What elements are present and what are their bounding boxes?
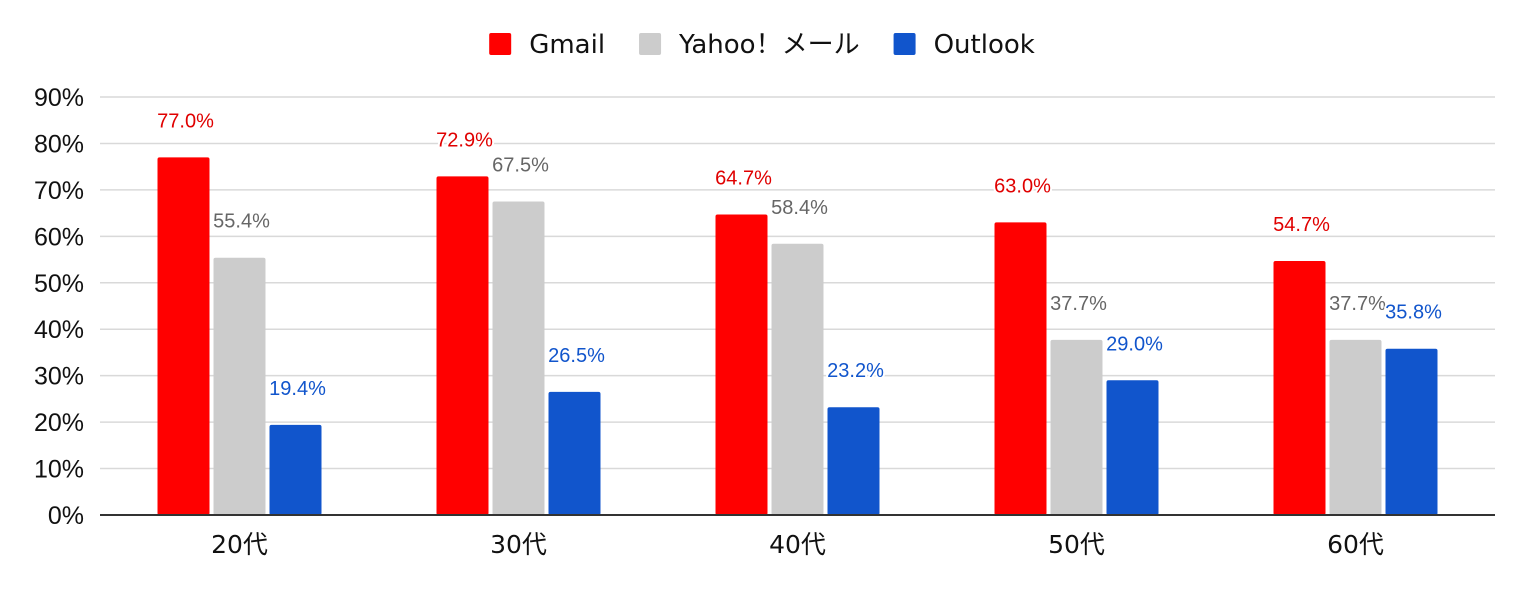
- x-category-label: 50代: [1048, 530, 1105, 559]
- y-tick-label: 50%: [34, 270, 84, 298]
- bar-Gmail-60代: [1273, 260, 1326, 515]
- bar-Gmail-20代: [157, 157, 210, 515]
- bar-Yahoo！メール-60代: [1329, 339, 1382, 515]
- x-category-label: 40代: [769, 530, 826, 559]
- bar-Gmail-50代: [994, 222, 1047, 515]
- data-label: 58.4%: [771, 197, 828, 219]
- x-category-label: 20代: [211, 530, 268, 559]
- bar-Yahoo！メール-20代: [213, 257, 266, 515]
- y-axis: 0% 10% 20% 30% 40% 50% 60% 70% 80% 90%: [34, 84, 84, 530]
- bar-Outlook-30代: [548, 391, 601, 515]
- y-tick-label: 40%: [34, 316, 84, 344]
- bar-Outlook-50代: [1106, 380, 1159, 515]
- bar-Gmail-40代: [715, 214, 768, 515]
- y-tick-label: 80%: [34, 130, 84, 158]
- legend-swatch: [639, 33, 662, 55]
- legend-label: Yahoo！メール: [678, 30, 860, 60]
- data-label: 19.4%: [269, 378, 326, 400]
- legend: Gmail Yahoo！メール Outlook: [489, 30, 1035, 60]
- y-tick-label: 90%: [34, 84, 84, 112]
- x-category-label: 60代: [1327, 530, 1384, 559]
- data-label: 37.7%: [1050, 293, 1107, 315]
- bar-Yahoo！メール-50代: [1050, 339, 1103, 515]
- x-category-label: 30代: [490, 530, 547, 559]
- legend-label: Outlook: [934, 30, 1035, 60]
- data-labels: 77.0% 55.4% 19.4% 72.9% 67.5% 26.5% 64.7% 58.4%…: [155, 108, 1444, 402]
- data-label: 23.2%: [827, 360, 884, 382]
- bars: [157, 157, 1438, 516]
- legend-item: Outlook: [893, 30, 1035, 60]
- y-tick-label: 30%: [34, 363, 84, 391]
- y-tick-label: 70%: [34, 177, 84, 205]
- data-label: 64.7%: [715, 168, 772, 190]
- data-label: 26.5%: [548, 345, 605, 367]
- legend-label: Gmail: [529, 30, 605, 60]
- bar-Outlook-40代: [827, 407, 880, 515]
- data-label: 72.9%: [436, 129, 493, 151]
- bar-Yahoo！メール-30代: [492, 201, 545, 515]
- data-label: 37.7%: [1329, 293, 1386, 315]
- data-label: 67.5%: [492, 155, 549, 177]
- data-label: 77.0%: [157, 110, 214, 132]
- data-label: 35.8%: [1385, 302, 1442, 324]
- y-tick-label: 0%: [48, 502, 84, 530]
- bar-Yahoo！メール-40代: [771, 243, 824, 515]
- data-label: 55.4%: [213, 211, 270, 233]
- bar-Outlook-20代: [269, 424, 322, 515]
- y-tick-label: 20%: [34, 409, 84, 437]
- legend-swatch: [489, 33, 512, 55]
- bar-Gmail-30代: [436, 176, 489, 516]
- x-axis: 20代 30代 40代 50代 60代: [100, 514, 1495, 559]
- legend-swatch: [893, 33, 916, 55]
- legend-item: Yahoo！メール: [639, 30, 860, 60]
- bar-Outlook-60代: [1385, 348, 1438, 515]
- data-label: 63.0%: [994, 175, 1051, 197]
- data-label: 29.0%: [1106, 333, 1163, 355]
- legend-item: Gmail: [489, 30, 605, 60]
- y-tick-label: 10%: [34, 456, 84, 484]
- y-tick-label: 60%: [34, 223, 84, 251]
- data-label: 54.7%: [1273, 214, 1330, 236]
